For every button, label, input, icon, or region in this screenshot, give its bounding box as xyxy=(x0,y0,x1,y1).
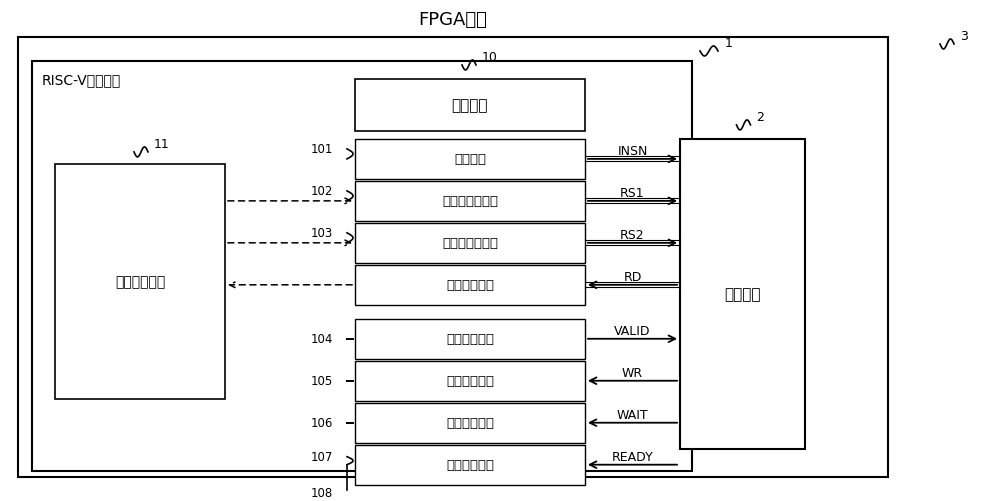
Bar xyxy=(355,445,585,484)
Text: FPGA芯片: FPGA芯片 xyxy=(419,11,487,29)
Text: 接口模块: 接口模块 xyxy=(452,98,488,113)
Text: 运算完成接口: 运算完成接口 xyxy=(446,458,494,471)
Bar xyxy=(32,62,692,471)
Bar xyxy=(355,140,585,179)
Text: 通用寄存器组: 通用寄存器组 xyxy=(115,275,165,289)
Text: 等待请求接口: 等待请求接口 xyxy=(446,416,494,429)
Text: 写回请求接口: 写回请求接口 xyxy=(446,374,494,387)
Text: 108: 108 xyxy=(311,486,333,499)
Text: 11: 11 xyxy=(154,138,170,151)
Text: 107: 107 xyxy=(311,450,333,463)
Text: 操作请求接口: 操作请求接口 xyxy=(446,333,494,346)
Text: 101: 101 xyxy=(311,143,333,156)
Text: 103: 103 xyxy=(311,227,333,240)
Text: RS2: RS2 xyxy=(620,229,645,242)
Text: 10: 10 xyxy=(482,52,498,64)
Bar xyxy=(18,38,888,477)
Text: 指令接口: 指令接口 xyxy=(454,153,486,166)
Text: 104: 104 xyxy=(311,333,333,346)
Bar xyxy=(355,403,585,443)
Text: RS1: RS1 xyxy=(620,187,645,200)
Bar xyxy=(355,319,585,359)
Bar xyxy=(680,140,805,449)
Bar xyxy=(55,164,225,399)
Text: 扩展模块: 扩展模块 xyxy=(724,287,761,302)
Text: 2: 2 xyxy=(757,111,764,124)
Bar xyxy=(355,80,585,132)
Bar xyxy=(355,223,585,264)
Text: WAIT: WAIT xyxy=(617,408,648,421)
Text: RISC-V处理器核: RISC-V处理器核 xyxy=(42,73,121,87)
Text: RD: RD xyxy=(623,271,642,284)
Text: INSN: INSN xyxy=(617,145,648,158)
Text: 数据返回接口: 数据返回接口 xyxy=(446,279,494,292)
Bar xyxy=(355,361,585,401)
Text: READY: READY xyxy=(612,450,653,463)
Text: 第二操作数接口: 第二操作数接口 xyxy=(442,237,498,250)
Bar xyxy=(355,266,585,305)
Bar xyxy=(355,181,585,221)
Text: 105: 105 xyxy=(311,374,333,387)
Text: WR: WR xyxy=(622,367,643,379)
Text: 第一操作数接口: 第一操作数接口 xyxy=(442,195,498,208)
Text: 1: 1 xyxy=(725,38,733,51)
Text: 3: 3 xyxy=(960,31,968,44)
Text: 102: 102 xyxy=(311,185,333,198)
Text: VALID: VALID xyxy=(614,325,651,338)
Text: 106: 106 xyxy=(311,416,333,429)
